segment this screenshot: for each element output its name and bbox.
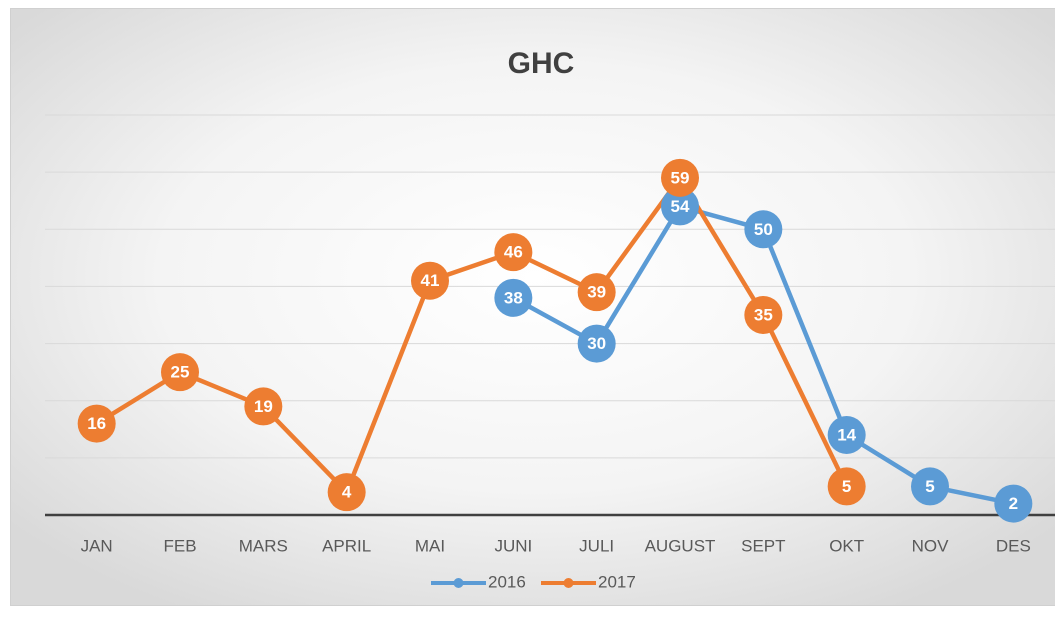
data-label: 38 (504, 288, 523, 307)
data-point (994, 484, 1033, 523)
x-tick-label: NOV (912, 536, 950, 555)
data-label: 5 (842, 477, 851, 496)
series-line (95, 175, 849, 495)
data-label: 16 (87, 414, 106, 433)
legend-label: 2016 (488, 572, 526, 591)
x-tick-label: DES (996, 536, 1031, 555)
data-point (911, 467, 949, 506)
x-tick-label: JAN (81, 536, 113, 555)
data-label: 19 (254, 397, 273, 416)
x-tick-label: APRIL (322, 536, 371, 555)
data-label: 35 (754, 305, 773, 324)
data-label: 5 (925, 477, 934, 496)
data-point (827, 416, 866, 454)
data-point (577, 273, 616, 312)
data-label: 41 (421, 271, 440, 290)
x-tick-label: OKT (829, 536, 864, 555)
data-point (161, 353, 199, 392)
data-point (744, 210, 783, 249)
data-point (577, 324, 616, 363)
x-tick-label: SEPT (741, 536, 785, 555)
data-label: 59 (671, 168, 690, 187)
data-point (661, 187, 699, 226)
data-point (494, 233, 533, 272)
x-tick-label: JUNI (494, 536, 532, 555)
data-label: 39 (587, 283, 606, 302)
data-point (327, 473, 366, 512)
data-label: 4 (342, 483, 352, 502)
data-label: 46 (504, 243, 523, 262)
data-label: 30 (587, 334, 606, 353)
x-tick-label: MARS (239, 536, 288, 555)
data-point (411, 261, 449, 300)
data-point (244, 387, 283, 426)
chart-title: GHC (508, 47, 575, 80)
data-point (661, 158, 699, 197)
data-point (77, 404, 116, 443)
x-tick-label: JULI (579, 536, 614, 555)
x-tick-label: MAI (415, 536, 445, 555)
x-tick-label: AUGUST (645, 536, 716, 555)
legend-marker (563, 578, 574, 588)
data-label: 25 (171, 363, 190, 382)
data-label: 14 (837, 425, 856, 444)
data-label: 50 (754, 220, 773, 239)
x-tick-label: FEB (163, 536, 196, 555)
legend-marker (453, 578, 464, 588)
data-point (827, 467, 866, 506)
data-label: 2 (1009, 494, 1018, 513)
data-label: 54 (671, 197, 690, 216)
data-point (494, 278, 533, 317)
data-point (744, 296, 783, 334)
legend-label: 2017 (598, 572, 636, 591)
